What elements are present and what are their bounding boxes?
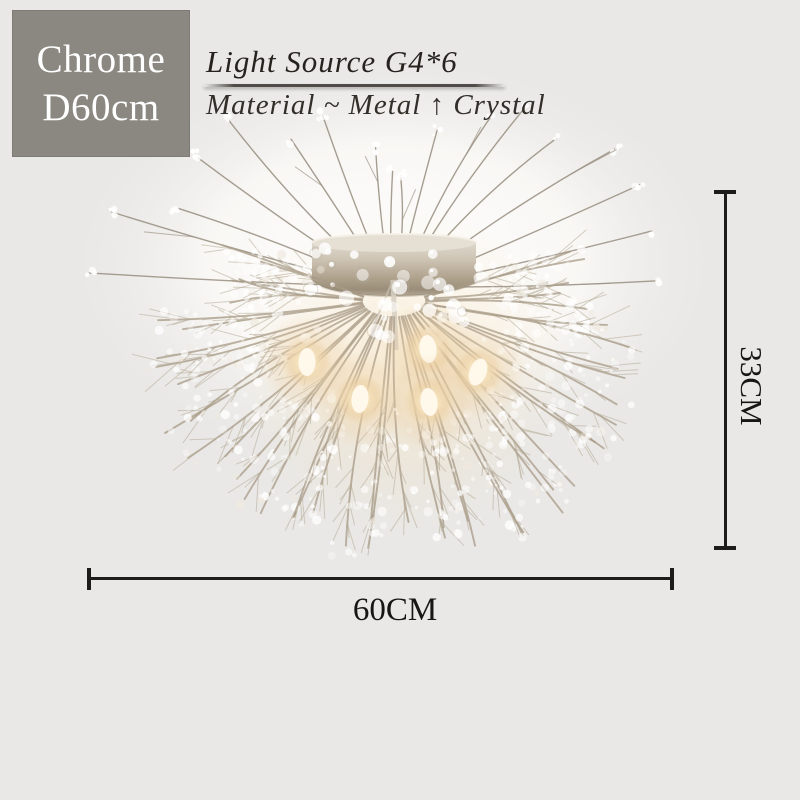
width-dimension-label: 60CM	[352, 592, 438, 628]
width-dimension-right-cap	[670, 568, 674, 590]
width-dimension-left-cap	[87, 568, 91, 590]
badge-finish-label: Chrome	[36, 37, 166, 81]
height-dimension-line	[724, 192, 727, 549]
variant-badge: Chrome D60cm	[12, 10, 190, 157]
light-source-label: Light Source G4*6	[206, 44, 458, 79]
width-dimension-line	[90, 577, 672, 580]
spec-divider-line	[204, 84, 505, 87]
badge-size-label: D60cm	[42, 85, 160, 129]
height-dimension-bottom-cap	[714, 546, 736, 550]
height-dimension-top-cap	[714, 190, 736, 194]
material-label: Material ~ Metal ↑ Crystal	[206, 89, 546, 121]
height-dimension-label: 33CM	[734, 346, 769, 426]
